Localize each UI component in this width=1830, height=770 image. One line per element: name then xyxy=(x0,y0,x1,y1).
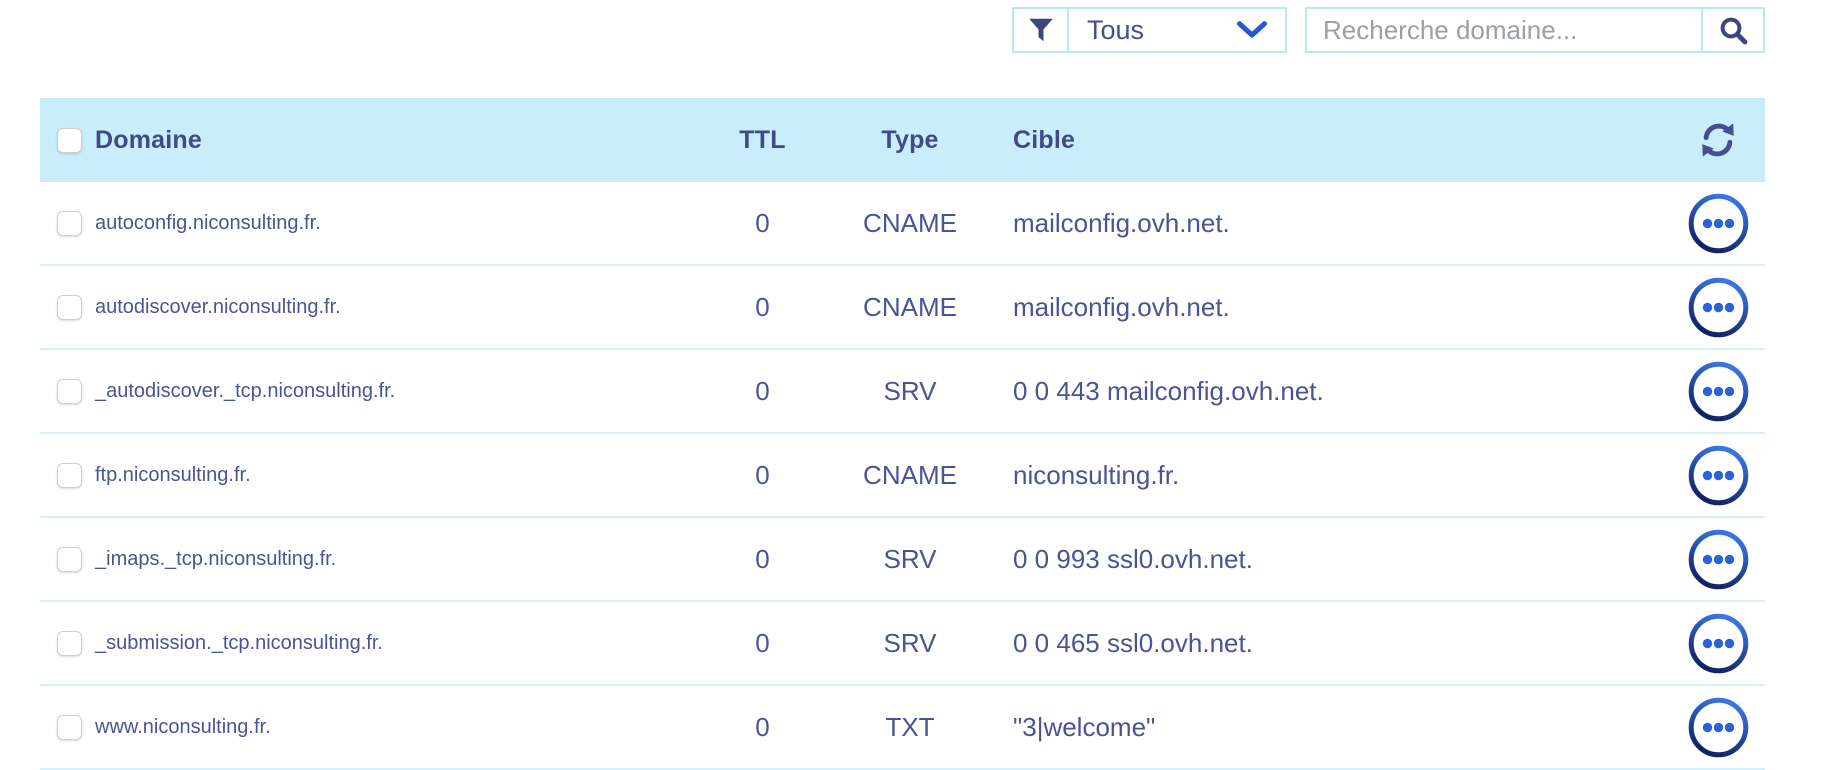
funnel-icon xyxy=(1026,15,1056,45)
sync-arrows-icon xyxy=(1699,121,1737,159)
ellipsis-icon xyxy=(1688,193,1749,254)
row-actions-button[interactable] xyxy=(1688,445,1749,506)
domain-search xyxy=(1305,7,1765,53)
domain-cell: ftp.niconsulting.fr. xyxy=(95,463,251,486)
table-body: autoconfig.niconsulting.fr. 0 CNAME mail… xyxy=(40,182,1765,770)
type-cell: SRV xyxy=(883,375,937,406)
row-checkbox[interactable] xyxy=(57,294,82,320)
ellipsis-icon xyxy=(1688,445,1749,506)
target-cell: "3|welcome" xyxy=(1013,711,1156,742)
search-button[interactable] xyxy=(1701,9,1763,51)
chevron-down-icon xyxy=(1237,21,1267,39)
ttl-cell: 0 xyxy=(755,207,770,238)
row-actions-button[interactable] xyxy=(1688,361,1749,422)
type-cell: CNAME xyxy=(863,459,957,490)
row-actions-button[interactable] xyxy=(1688,277,1749,338)
table-row: autoconfig.niconsulting.fr. 0 CNAME mail… xyxy=(40,182,1765,266)
type-cell: CNAME xyxy=(863,291,957,322)
refresh-button[interactable] xyxy=(1699,121,1737,159)
row-checkbox[interactable] xyxy=(57,546,82,572)
table-row: _submission._tcp.niconsulting.fr. 0 SRV … xyxy=(40,602,1765,686)
type-cell: SRV xyxy=(883,543,937,574)
ttl-cell: 0 xyxy=(755,627,770,658)
table-row: autodiscover.niconsulting.fr. 0 CNAME ma… xyxy=(40,266,1765,350)
ttl-cell: 0 xyxy=(755,711,770,742)
select-all-checkbox[interactable] xyxy=(57,127,82,153)
target-cell: mailconfig.ovh.net. xyxy=(1013,291,1230,322)
target-cell: 0 0 465 ssl0.ovh.net. xyxy=(1013,627,1253,658)
ttl-cell: 0 xyxy=(755,375,770,406)
row-checkbox[interactable] xyxy=(57,714,82,740)
table-row: _imaps._tcp.niconsulting.fr. 0 SRV 0 0 9… xyxy=(40,518,1765,602)
filter-type-dropdown[interactable]: Tous xyxy=(1069,9,1285,51)
type-cell: TXT xyxy=(885,711,935,742)
ellipsis-icon xyxy=(1688,361,1749,422)
type-cell: SRV xyxy=(883,627,937,658)
row-checkbox[interactable] xyxy=(57,462,82,488)
row-checkbox[interactable] xyxy=(57,210,82,236)
domain-cell: www.niconsulting.fr. xyxy=(95,715,271,738)
ellipsis-icon xyxy=(1688,277,1749,338)
ellipsis-icon xyxy=(1688,529,1749,590)
column-header-domain: Domaine xyxy=(95,125,202,154)
target-cell: 0 0 993 ssl0.ovh.net. xyxy=(1013,543,1253,574)
ttl-cell: 0 xyxy=(755,291,770,322)
column-header-ttl: TTL xyxy=(739,125,786,154)
table-header-row: Domaine TTL Type Cible xyxy=(40,98,1765,182)
target-cell: niconsulting.fr. xyxy=(1013,459,1180,490)
column-header-type: Type xyxy=(881,125,939,154)
type-cell: CNAME xyxy=(863,207,957,238)
toolbar: Tous xyxy=(0,7,1765,53)
ellipsis-icon xyxy=(1688,697,1749,758)
type-filter: Tous xyxy=(1012,7,1287,53)
magnifier-icon xyxy=(1717,14,1749,46)
filter-selected-value: Tous xyxy=(1087,14,1145,45)
row-checkbox[interactable] xyxy=(57,378,82,404)
target-cell: mailconfig.ovh.net. xyxy=(1013,207,1230,238)
domain-cell: _submission._tcp.niconsulting.fr. xyxy=(95,631,383,654)
row-checkbox[interactable] xyxy=(57,630,82,656)
domain-cell: _autodiscover._tcp.niconsulting.fr. xyxy=(95,379,396,402)
table-row: ftp.niconsulting.fr. 0 CNAME niconsultin… xyxy=(40,434,1765,518)
target-cell: 0 0 443 mailconfig.ovh.net. xyxy=(1013,375,1324,406)
search-input[interactable] xyxy=(1307,9,1701,51)
ellipsis-icon xyxy=(1688,613,1749,674)
domain-cell: autoconfig.niconsulting.fr. xyxy=(95,211,321,234)
table-row: www.niconsulting.fr. 0 TXT "3|welcome" xyxy=(40,686,1765,770)
filter-button[interactable] xyxy=(1014,9,1069,51)
column-header-target: Cible xyxy=(1013,125,1076,154)
table-row: _autodiscover._tcp.niconsulting.fr. 0 SR… xyxy=(40,350,1765,434)
row-actions-button[interactable] xyxy=(1688,529,1749,590)
row-actions-button[interactable] xyxy=(1688,697,1749,758)
domain-cell: _imaps._tcp.niconsulting.fr. xyxy=(95,547,337,570)
ttl-cell: 0 xyxy=(755,459,770,490)
row-actions-button[interactable] xyxy=(1688,613,1749,674)
ttl-cell: 0 xyxy=(755,543,770,574)
domain-cell: autodiscover.niconsulting.fr. xyxy=(95,295,341,318)
dns-records-table: Domaine TTL Type Cible xyxy=(40,98,1765,770)
row-actions-button[interactable] xyxy=(1688,193,1749,254)
